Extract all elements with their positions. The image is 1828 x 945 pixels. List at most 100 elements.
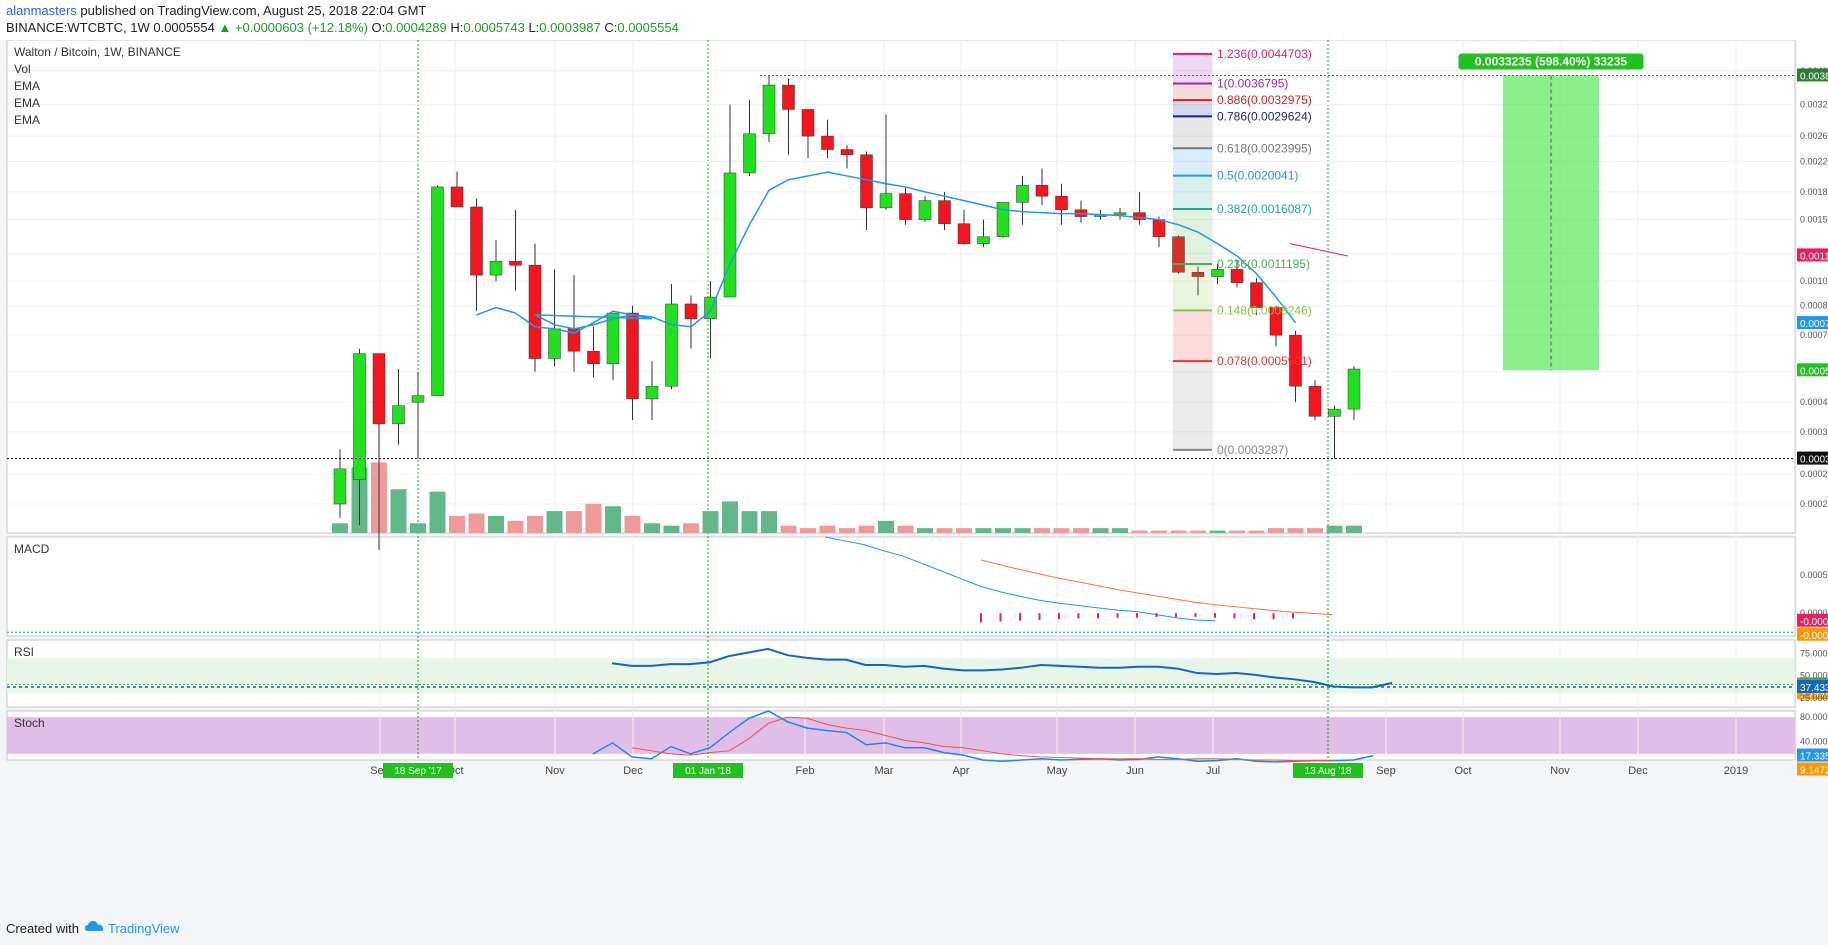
candle-body [879,193,893,209]
x-tick-label: Apr [952,765,969,777]
open-value: 0.0004289 [385,20,447,35]
macd-title: MACD [14,542,50,556]
volume-bar [1268,528,1284,533]
candle-body [372,353,386,425]
macd-pane [6,536,1796,637]
price-tick-label: 0.0032000 [1800,100,1828,110]
volume-bar [1073,528,1089,533]
rsi-value-label-bg [1797,679,1828,693]
rsi-tick: 75.0000 [1800,648,1828,658]
fib-label: 1(0.0036795) [1217,76,1288,90]
volume-bar [741,511,758,533]
author-link[interactable]: alanmasters [6,3,77,18]
candle-body [1191,271,1205,277]
macd-line [824,536,1216,622]
candle-body [899,193,912,220]
stoch-tick: 40.0000 [1800,737,1828,747]
volume-bar [1151,530,1167,533]
stoch-value-label: 17.3350 [1800,752,1828,763]
candle-body [918,200,932,220]
candle-body [470,206,483,276]
footer: Created with TradingView [0,915,1828,945]
stoch-value-label-bg [1797,748,1828,762]
trend-line [1289,243,1349,257]
price-tick-label: 0.0022000 [1800,156,1828,166]
fib-zone [1173,100,1212,117]
candle-body [684,303,698,320]
x-tick-label: Jun [1126,765,1144,777]
candle-body [1308,385,1322,417]
candle-body [606,312,620,364]
price-tick-label: 0.0015000 [1800,215,1828,225]
rsi-tick: 25.0000 [1800,693,1828,703]
fib-zone [1173,263,1212,311]
high-label: H: [450,20,464,35]
volume-bar [332,523,348,533]
volume-bar [1326,525,1343,533]
stoch-d-line [631,716,1334,762]
volume-bar [1092,528,1109,533]
close-value: 0.0005554 [617,20,679,35]
candle-body [392,405,405,425]
x-tick-label: 2019 [1724,765,1748,777]
legend-item: Vol [14,62,31,76]
tradingview-link[interactable]: TradingView [108,921,180,936]
volume-bar [858,525,875,533]
volume-bar [507,520,524,533]
rsi-value-label: 37.4334 [1800,683,1828,694]
candle-body [411,395,425,403]
fib-zone [1173,208,1212,264]
volume-bar [449,515,465,533]
price-label-bg [1797,68,1828,82]
x-highlight-label: 13 Aug '18 [1305,766,1352,777]
fib-zone [1173,83,1212,101]
macd-value-label-bg [1797,613,1828,627]
x-tick-label: Oct [1454,765,1471,777]
candle-body [1269,307,1283,336]
candle-body [938,200,951,224]
volume-bar [1112,528,1128,533]
volume-bar [722,501,738,533]
price-change: ▲ +0.0000603 (+12.18%) [218,20,368,35]
volume-bar [956,528,972,533]
stoch-value-label: 9.1472 [1800,766,1828,777]
volume-bar [1034,528,1050,533]
candle-body [1016,185,1029,203]
candle-body [665,303,678,387]
fib-label: 0.382(0.0016087) [1217,202,1312,216]
x-tick-label: Feb [796,765,815,777]
legend-item: EMA [14,113,40,127]
x-tick-label: Dec [623,765,643,777]
low-label: L: [528,20,540,35]
price-tick-label: 0.0010000 [1800,276,1828,286]
candle-body [645,385,659,400]
macd-value-label-bg [1797,627,1828,641]
fib-label: 0(0.0003287) [1217,443,1288,457]
created-with-label: Created with [6,921,79,936]
stoch-tick: 80.0000 [1800,712,1828,722]
volume-bar [780,525,797,533]
ema-line [476,171,1297,334]
candle-body [450,186,464,208]
candle-body [1152,219,1166,237]
chart-area[interactable]: Sep Oct Nov Dec Feb Mar Apr May Jun Jul Sep Oct Nov D… [0,40,1828,915]
candle-body [840,149,854,155]
candle-body [489,260,503,276]
candle-body [1113,212,1127,215]
candle-body [821,135,834,150]
candle-body [957,223,971,244]
low-value: 0.0003987 [539,20,601,35]
candle-body [587,350,600,364]
fib-zone [1173,116,1212,149]
projection-label: 0.0033235 (598.40%) 33235 [1475,54,1627,68]
candle-body [1328,408,1341,417]
projection-label-bg [1458,53,1644,70]
fib-label: 0.618(0.0023995) [1217,141,1312,155]
publish-line: alanmasters published on TradingView.com… [6,3,426,18]
x-highlight-bg [383,763,453,778]
fib-label: 0.078(0.0005901) [1217,354,1312,368]
volume-bar [936,528,953,533]
volume-bar [1209,530,1226,533]
